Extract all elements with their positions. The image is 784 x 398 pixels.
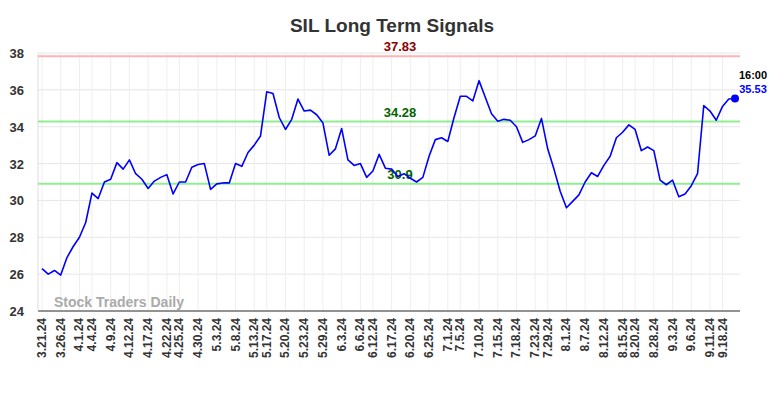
x-tick-label: 8.7.24	[578, 318, 592, 352]
last-point	[731, 95, 739, 103]
x-tick-label: 6.3.24	[335, 318, 349, 352]
grid-line	[110, 53, 111, 311]
x-tick-label: 4.30.24	[191, 318, 205, 358]
grid-line	[429, 53, 430, 311]
x-tick-label: 5.23.24	[297, 318, 311, 358]
grid-line	[603, 53, 604, 311]
grid-line	[566, 53, 567, 311]
grid-line	[198, 53, 199, 311]
x-tick-label: 4.12.24	[122, 318, 136, 358]
x-tick-label: 5.20.24	[278, 318, 292, 358]
last-price: 35.53	[739, 83, 767, 95]
x-tick-label: 7.5.24	[453, 318, 467, 352]
x-tick-label: 8.28.24	[647, 318, 661, 358]
grid-line	[341, 53, 342, 311]
grid-line	[235, 53, 236, 311]
grid-line	[622, 53, 623, 311]
x-tick-label: 8.20.24	[628, 318, 642, 358]
x-tick-label: 8.12.24	[597, 318, 611, 358]
x-tick-label: 6.12.24	[366, 318, 380, 358]
y-axis	[38, 53, 39, 311]
y-tick-label: 34	[10, 120, 25, 135]
grid-line	[460, 53, 461, 311]
y-tick-label: 32	[10, 157, 24, 172]
y-tick-label: 36	[10, 83, 24, 98]
x-tick-label: 9.18.24	[716, 318, 730, 358]
grid-line	[148, 53, 149, 311]
grid-line	[691, 53, 692, 311]
grid-line	[722, 53, 723, 311]
x-tick-label: 5.8.24	[229, 318, 243, 352]
x-tick-label: 3.21.24	[35, 318, 49, 358]
plot-area	[42, 81, 739, 275]
grid-line	[710, 53, 711, 311]
x-tick-label: 7.18.24	[509, 318, 523, 358]
x-tick-label: 5.17.24	[260, 318, 274, 358]
grid-line	[322, 53, 323, 311]
title: SIL Long Term Signals	[290, 15, 494, 36]
reference-label: 37.83	[384, 39, 417, 54]
y-tick-label: 28	[10, 230, 24, 245]
grid-line	[497, 53, 498, 311]
x-tick-label: 8.1.24	[559, 318, 573, 352]
grid-line	[547, 53, 548, 311]
x-tick-label: 6.25.24	[422, 318, 436, 358]
grid-line	[391, 53, 392, 311]
grid-line	[410, 53, 411, 311]
grid-line	[372, 53, 373, 311]
grid-line	[216, 53, 217, 311]
y-tick-label: 24	[10, 304, 25, 319]
x-tick-label: 6.17.24	[385, 318, 399, 358]
x-tick-label: 4.4.24	[85, 318, 99, 352]
x-tick-label: 9.6.24	[684, 318, 698, 352]
grid-line	[479, 53, 480, 311]
x-tick-label: 7.10.24	[472, 318, 486, 358]
grid-line	[360, 53, 361, 311]
reference-label: 34.28	[384, 105, 417, 120]
x-axis	[38, 311, 740, 312]
x-tick-label: 4.9.24	[104, 318, 118, 352]
x-tick-label: 4.25.24	[172, 318, 186, 358]
grid-line	[42, 53, 43, 311]
reference-line	[38, 183, 740, 185]
grid-line	[166, 53, 167, 311]
price-line	[42, 81, 735, 275]
x-tick-label: 5.3.24	[210, 318, 224, 352]
grid-line	[79, 53, 80, 311]
x-tick-label: 6.20.24	[403, 318, 417, 358]
y-tick-label: 30	[10, 193, 24, 208]
grid-line	[304, 53, 305, 311]
y-tick-label: 38	[10, 46, 24, 61]
grid-line	[447, 53, 448, 311]
grid-line	[129, 53, 130, 311]
grid-line	[38, 311, 740, 312]
grid-line	[254, 53, 255, 311]
x-tick-label: 7.29.24	[541, 318, 555, 358]
x-tick-label: 5.29.24	[316, 318, 330, 358]
grid-line	[285, 53, 286, 311]
y-tick-label: 26	[10, 267, 24, 282]
last-time: 16:00	[739, 69, 767, 81]
x-tick-label: 3.26.24	[54, 318, 68, 358]
x-tick-label: 4.17.24	[141, 318, 155, 358]
grid-line	[535, 53, 536, 311]
x-tick-label: 7.15.24	[491, 318, 505, 358]
watermark: Stock Traders Daily	[54, 294, 184, 310]
grid-line	[91, 53, 92, 311]
grid-line	[635, 53, 636, 311]
reference-line	[38, 121, 740, 123]
grid-line	[653, 53, 654, 311]
grid-line	[516, 53, 517, 311]
x-tick-label: 9.3.24	[666, 318, 680, 352]
reference-line	[38, 55, 740, 57]
